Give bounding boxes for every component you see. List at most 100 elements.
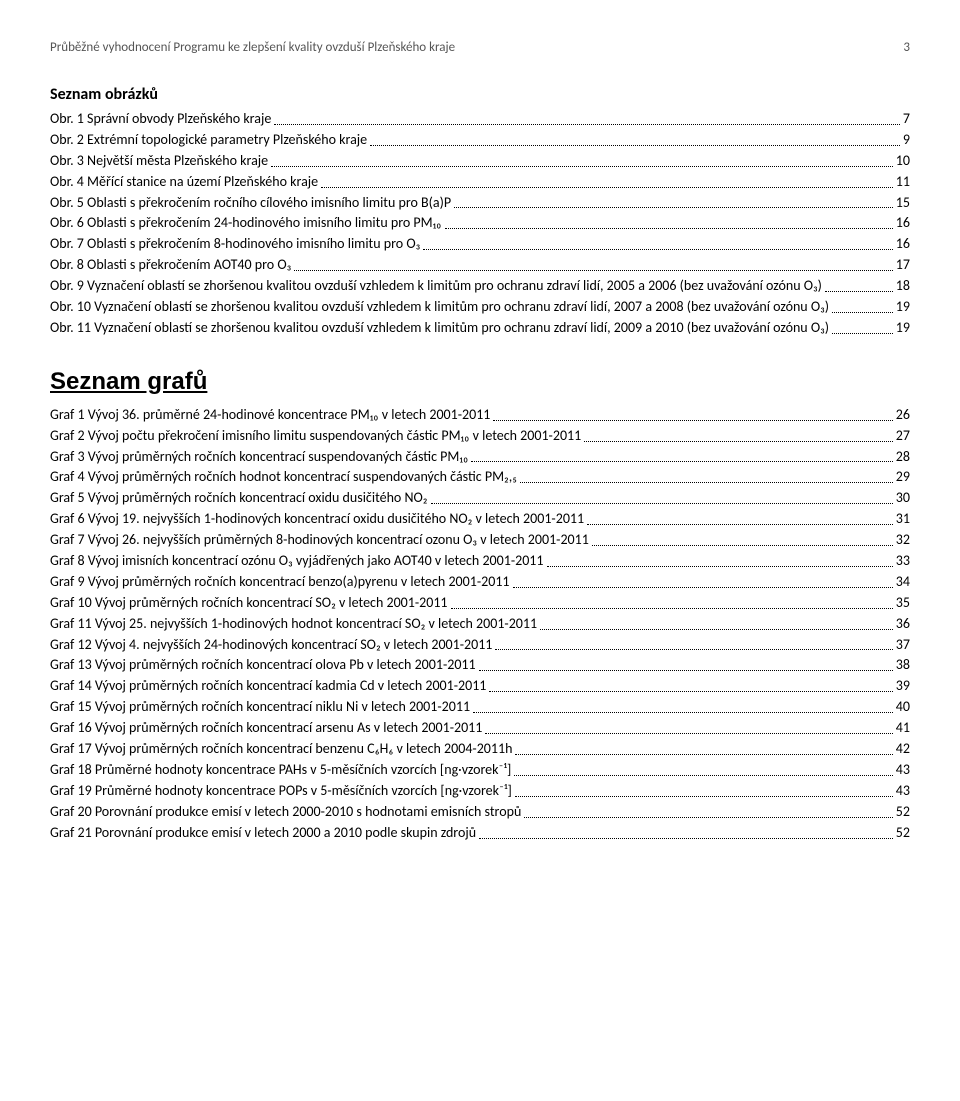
toc-dots — [832, 333, 893, 334]
toc-page: 19 — [896, 319, 910, 338]
toc-dots — [479, 670, 893, 671]
toc-page: 7 — [903, 110, 910, 129]
toc-dots — [445, 228, 893, 229]
toc-label: Obr. 2 Extrémní topologické parametry Pl… — [50, 131, 367, 150]
toc-entry: Graf 2 Vývoj počtu překročení imisního l… — [50, 427, 910, 446]
toc-label: Graf 17 Vývoj průměrných ročních koncent… — [50, 740, 512, 759]
toc-obrazku: Obr. 1 Správní obvody Plzeňského kraje 7… — [50, 110, 910, 338]
toc-label: Graf 7 Vývoj 26. nejvyšších průměrných 8… — [50, 531, 589, 550]
toc-dots — [493, 420, 892, 421]
header-page: 3 — [903, 40, 910, 55]
toc-entry: Graf 1 Vývoj 36. průměrné 24-hodinové ko… — [50, 406, 910, 425]
toc-label: Graf 14 Vývoj průměrných ročních koncent… — [50, 677, 486, 696]
toc-label: Graf 10 Vývoj průměrných ročních koncent… — [50, 594, 448, 613]
toc-entry: Obr. 6 Oblasti s překročením 24-hodinové… — [50, 214, 910, 233]
toc-dots — [479, 838, 893, 839]
toc-label: Obr. 3 Největší města Plzeňského kraje — [50, 152, 268, 171]
toc-entry: Obr. 5 Oblasti s překročením ročního cíl… — [50, 194, 910, 213]
toc-dots — [540, 629, 893, 630]
toc-page: 19 — [896, 298, 910, 317]
toc-grafu: Graf 1 Vývoj 36. průměrné 24-hodinové ko… — [50, 406, 910, 843]
toc-page: 42 — [896, 740, 910, 759]
toc-entry: Graf 4 Vývoj průměrných ročních hodnot k… — [50, 468, 910, 487]
toc-label: Obr. 7 Oblasti s překročením 8-hodinovéh… — [50, 235, 420, 254]
toc-dots — [423, 249, 893, 250]
toc-page: 39 — [896, 677, 910, 696]
toc-dots — [825, 291, 893, 292]
toc-page: 32 — [896, 531, 910, 550]
toc-label: Obr. 10 Vyznačení oblastí se zhoršenou k… — [50, 298, 829, 317]
toc-dots — [471, 461, 893, 462]
toc-dots — [489, 691, 892, 692]
toc-dots — [451, 608, 893, 609]
toc-page: 30 — [896, 489, 910, 508]
toc-label: Graf 18 Průměrné hodnoty koncentrace PAH… — [50, 761, 511, 780]
toc-dots — [294, 270, 893, 271]
toc-page: 26 — [896, 406, 910, 425]
toc-label: Graf 3 Vývoj průměrných ročních koncentr… — [50, 448, 468, 467]
toc-entry: Graf 7 Vývoj 26. nejvyšších průměrných 8… — [50, 531, 910, 550]
toc-page: 36 — [896, 615, 910, 634]
toc-page: 52 — [896, 824, 910, 843]
toc-dots — [515, 754, 892, 755]
toc-entry: Obr. 8 Oblasti s překročením AOT40 pro O… — [50, 256, 910, 275]
toc-entry: Obr. 9 Vyznačení oblastí se zhoršenou kv… — [50, 277, 910, 296]
toc-dots — [584, 441, 893, 442]
toc-page: 35 — [896, 594, 910, 613]
toc-label: Graf 19 Průměrné hodnoty koncentrace POP… — [50, 782, 512, 801]
toc-label: Graf 11 Vývoj 25. nejvyšších 1-hodinovýc… — [50, 615, 537, 634]
toc-dots — [274, 124, 900, 125]
toc-label: Obr. 6 Oblasti s překročením 24-hodinové… — [50, 214, 442, 233]
toc-dots — [454, 207, 893, 208]
toc-label: Graf 21 Porovnání produkce emisí v letec… — [50, 824, 476, 843]
toc-label: Graf 13 Vývoj průměrných ročních koncent… — [50, 656, 476, 675]
toc-entry: Graf 5 Vývoj průměrných ročních koncentr… — [50, 489, 910, 508]
toc-entry: Obr. 7 Oblasti s překročením 8-hodinovéh… — [50, 235, 910, 254]
toc-label: Graf 12 Vývoj 4. nejvyšších 24-hodinovýc… — [50, 636, 492, 655]
toc-dots — [587, 524, 893, 525]
section-grafu-title: Seznam grafů — [50, 368, 910, 396]
toc-label: Graf 1 Vývoj 36. průměrné 24-hodinové ko… — [50, 406, 490, 425]
toc-entry: Obr. 10 Vyznačení oblastí se zhoršenou k… — [50, 298, 910, 317]
toc-dots — [431, 503, 893, 504]
toc-entry: Graf 20 Porovnání produkce emisí v letec… — [50, 803, 910, 822]
toc-label: Graf 15 Vývoj průměrných ročních koncent… — [50, 698, 470, 717]
toc-entry: Graf 15 Vývoj průměrných ročních koncent… — [50, 698, 910, 717]
toc-label: Graf 5 Vývoj průměrných ročních koncentr… — [50, 489, 428, 508]
toc-page: 17 — [896, 256, 910, 275]
toc-page: 29 — [896, 468, 910, 487]
toc-entry: Graf 21 Porovnání produkce emisí v letec… — [50, 824, 910, 843]
toc-entry: Graf 11 Vývoj 25. nejvyšších 1-hodinovýc… — [50, 615, 910, 634]
toc-page: 10 — [896, 152, 910, 171]
toc-entry: Graf 9 Vývoj průměrných ročních koncentr… — [50, 573, 910, 592]
toc-dots — [485, 733, 892, 734]
toc-page: 43 — [896, 782, 910, 801]
toc-entry: Obr. 11 Vyznačení oblastí se zhoršenou k… — [50, 319, 910, 338]
toc-page: 16 — [896, 235, 910, 254]
toc-label: Obr. 4 Měřící stanice na území Plzeňskéh… — [50, 173, 318, 192]
toc-dots — [473, 712, 893, 713]
toc-page: 33 — [896, 552, 910, 571]
toc-entry: Graf 19 Průměrné hodnoty koncentrace POP… — [50, 782, 910, 801]
toc-page: 31 — [896, 510, 910, 529]
toc-dots — [495, 649, 892, 650]
toc-page: 41 — [896, 719, 910, 738]
toc-entry: Obr. 4 Měřící stanice na území Plzeňskéh… — [50, 173, 910, 192]
toc-label: Graf 2 Vývoj počtu překročení imisního l… — [50, 427, 581, 446]
toc-label: Obr. 5 Oblasti s překročením ročního cíl… — [50, 194, 451, 213]
toc-dots — [515, 796, 893, 797]
toc-label: Obr. 1 Správní obvody Plzeňského kraje — [50, 110, 271, 129]
toc-entry: Graf 6 Vývoj 19. nejvyšších 1-hodinových… — [50, 510, 910, 529]
toc-page: 16 — [896, 214, 910, 233]
toc-label: Obr. 8 Oblasti s překročením AOT40 pro O… — [50, 256, 291, 275]
toc-entry: Graf 17 Vývoj průměrných ročních koncent… — [50, 740, 910, 759]
toc-label: Graf 9 Vývoj průměrných ročních koncentr… — [50, 573, 510, 592]
toc-page: 15 — [896, 194, 910, 213]
toc-dots — [271, 166, 893, 167]
toc-page: 40 — [896, 698, 910, 717]
toc-entry: Obr. 3 Největší města Plzeňského kraje 1… — [50, 152, 910, 171]
toc-entry: Graf 13 Vývoj průměrných ročních koncent… — [50, 656, 910, 675]
toc-dots — [321, 187, 893, 188]
toc-page: 18 — [896, 277, 910, 296]
toc-page: 37 — [896, 636, 910, 655]
